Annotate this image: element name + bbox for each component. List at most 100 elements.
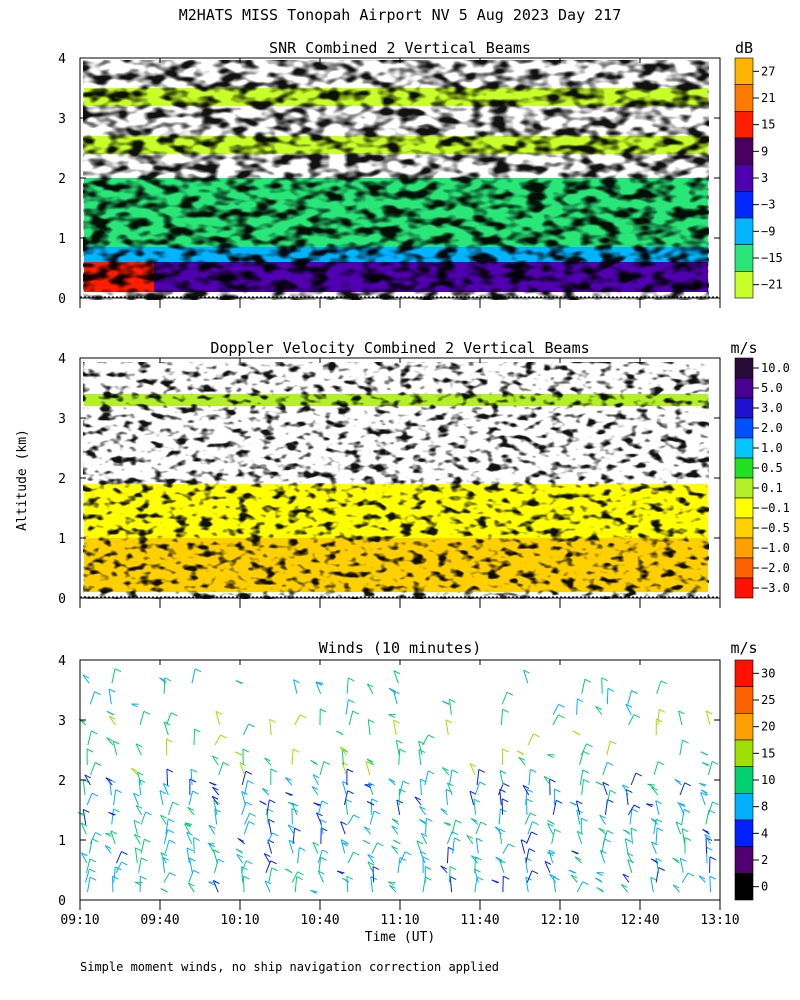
y-tick-label: 4 [58, 654, 66, 669]
y-tick-label: 0 [58, 894, 66, 909]
wind-barb-staff [524, 812, 531, 825]
colorbar-label: −2.0 [761, 561, 790, 575]
figure-title: M2HATS MISS Tonopah Airport NV 5 Aug 202… [179, 6, 622, 24]
wind-barb-staff [440, 865, 448, 874]
wind-barb-flag [674, 778, 681, 783]
wind-barb-staff [165, 818, 169, 835]
colorbar-label: −21 [761, 278, 783, 292]
colorbar-label: −0.5 [761, 521, 790, 535]
wind-barb [166, 712, 178, 726]
wind-barb-flag [553, 876, 560, 881]
wind-barb-staff [167, 801, 174, 815]
wind-barb-flag [502, 708, 509, 713]
wind-barb [398, 748, 406, 766]
wind-barb [499, 788, 506, 806]
wind-barb [623, 829, 631, 835]
wind-barb-staff [113, 789, 117, 806]
wind-barb-flag [547, 852, 554, 857]
wind-barb-flag [366, 758, 374, 763]
wind-barb-staff [163, 829, 169, 844]
wind-barb-staff [215, 711, 221, 726]
wind-barb [162, 856, 169, 873]
wind-barb-flag [647, 783, 654, 788]
wind-barb-flag [209, 781, 216, 786]
wind-barb-flag [391, 818, 399, 823]
wind-barb-flag [631, 690, 638, 695]
wind-barb-flag [391, 845, 398, 850]
wind-barb [574, 856, 582, 864]
wind-barb [397, 857, 407, 873]
wind-barb-staff [570, 874, 578, 883]
wind-barb-staff [113, 866, 116, 883]
doppler-axes: 0 1 2 3 4 [58, 352, 721, 608]
wind-barb-staff [416, 840, 422, 854]
colorbar-label: 27 [761, 64, 775, 78]
colorbar-swatch [734, 739, 754, 767]
colorbar-label: 9 [761, 144, 768, 158]
wind-barb [579, 769, 590, 786]
wind-barb-staff [445, 719, 449, 736]
wind-barb-flag [133, 819, 141, 824]
wind-barb [160, 888, 169, 893]
wind-barb-staff [293, 679, 298, 694]
wind-barb [451, 819, 462, 835]
wind-barb-flag [189, 857, 196, 862]
wind-barb [576, 881, 589, 893]
wind-barb-staff [595, 706, 603, 716]
wind-barb-flag [336, 870, 344, 875]
x-tick-label: 09:40 [140, 913, 179, 928]
wind-barb-staff [474, 876, 478, 893]
wind-barb-flag [704, 834, 711, 838]
colorbar-swatch [734, 84, 754, 112]
wind-barb-flag [711, 760, 719, 765]
wind-barb-staff [106, 737, 114, 746]
wind-barb-staff [650, 841, 657, 854]
wind-barb [111, 668, 122, 684]
wind-barb-flag [287, 801, 295, 806]
wind-barb [622, 784, 629, 796]
wind-barb-staff [497, 783, 504, 796]
wind-barb [184, 822, 193, 827]
wind-barb [80, 822, 88, 835]
wind-barb-staff [655, 858, 660, 873]
y-tick-label: 1 [58, 834, 66, 849]
wind-barb-flag [520, 839, 528, 844]
wind-barb-flag [712, 801, 719, 806]
wind-barb-staff [162, 857, 166, 873]
wind-barb-staff [700, 792, 706, 806]
wind-barb-flag [445, 719, 453, 724]
wind-barb-staff [370, 876, 373, 893]
wind-barb-staff [502, 843, 510, 854]
wind-barb-flag [270, 860, 277, 865]
wind-barb-staff [297, 847, 300, 864]
wind-barb-flag [104, 845, 112, 850]
snr-panel: SNR Combined 2 Vertical Beams 0 1 2 3 4 27 21… [58, 39, 783, 308]
wind-barb [317, 800, 329, 815]
wind-barb-flag [243, 875, 250, 880]
wind-barb [627, 690, 638, 705]
wind-barb-staff [625, 704, 632, 715]
wind-barb [134, 833, 141, 845]
wind-barb [105, 777, 113, 786]
doppler-colorbar-unit: m/s [730, 339, 757, 357]
wind-barb [284, 868, 293, 874]
wind-barb [705, 710, 713, 726]
wind-barb-staff [576, 831, 583, 845]
wind-barb [419, 806, 427, 816]
wind-barb [606, 789, 617, 806]
wind-barb-flag [159, 790, 167, 795]
wind-barb [498, 828, 506, 844]
wind-barb [244, 812, 256, 825]
wind-barb-flag [633, 804, 641, 809]
wind-barb-flag [700, 792, 707, 796]
wind-barb [449, 769, 459, 786]
wind-barb [672, 857, 680, 864]
wind-barb [604, 799, 614, 815]
wind-barb [317, 849, 329, 864]
wind-barb-flag [269, 799, 276, 804]
wind-barb-flag [576, 809, 584, 814]
wind-barb-staff [213, 800, 218, 815]
wind-barb [388, 778, 396, 786]
wind-barb-staff [653, 761, 659, 776]
wind-barb-staff [367, 861, 374, 874]
